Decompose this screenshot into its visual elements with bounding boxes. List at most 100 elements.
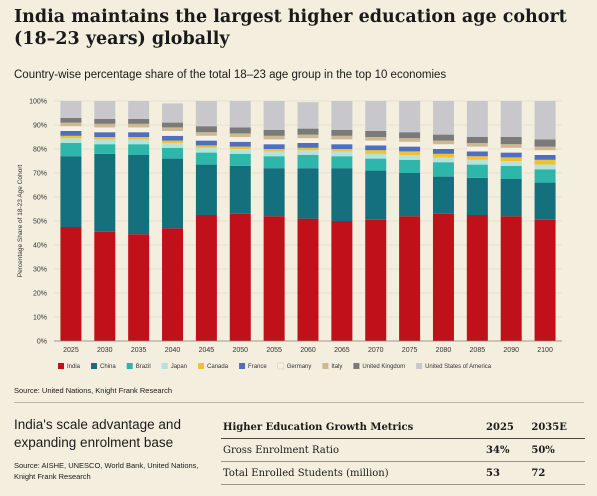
bar-segment-china [534, 182, 556, 220]
bar-segment-france [534, 155, 556, 160]
bar-segment-japan [534, 164, 556, 170]
legend-swatch [322, 363, 329, 369]
bar-segment-united-kingdom [162, 122, 184, 128]
x-tick-label: 2085 [470, 347, 486, 354]
y-tick-label: 0% [37, 339, 47, 346]
legend-label: Japan [171, 364, 187, 370]
bar-segment-italy [365, 137, 387, 141]
bar-segment-italy [500, 144, 522, 148]
bar-segment-germany [195, 135, 217, 141]
y-tick-label: 100% [29, 99, 47, 106]
bar-segment-china [162, 158, 184, 229]
metric-value-2035e: 50% [529, 438, 585, 462]
legend-swatch [416, 363, 423, 369]
legend-swatch [277, 362, 284, 370]
bar-segment-germany [263, 139, 285, 145]
x-tick-label: 2090 [503, 347, 519, 354]
bar-segment-united-states-of-america [297, 102, 319, 129]
bar-segment-china [229, 165, 251, 214]
bar-segment-germany [297, 138, 319, 143]
bar-segment-canada [229, 146, 251, 149]
legend-label: Brazil [136, 364, 151, 370]
bar-segment-china [195, 164, 217, 215]
x-tick-label: 2025 [63, 347, 79, 354]
bar-segment-united-states-of-america [331, 101, 353, 130]
table-row: Total Enrolled Students (million) 53 72 [221, 461, 585, 485]
bar-segment-japan [162, 143, 184, 148]
bar-segment-canada [466, 156, 488, 160]
bar-segment-italy [60, 122, 82, 127]
bar-segment-united-states-of-america [534, 101, 556, 140]
y-tick-label: 40% [33, 243, 47, 250]
bar-segment-united-states-of-america [94, 101, 116, 119]
bar-segment-canada [263, 149, 285, 152]
bar-segment-india [500, 216, 522, 341]
bar-segment-france [365, 145, 387, 151]
bar-segment-india [162, 228, 184, 341]
bar-segment-japan [297, 150, 319, 155]
legend-swatch [161, 363, 168, 369]
metric-value-2025: 34% [484, 438, 530, 462]
bar-segment-japan [500, 161, 522, 166]
bar-segment-japan [399, 155, 421, 160]
bar-segment-japan [331, 151, 353, 157]
x-tick-label: 2070 [368, 347, 384, 354]
metrics-header-row: Higher Education Growth Metrics 2025 203… [221, 416, 585, 439]
bar-segment-india [365, 219, 387, 341]
bar-segment-brazil [94, 144, 116, 154]
bar-segment-brazil [263, 156, 285, 169]
legend-swatch [58, 363, 64, 369]
legend-swatch [353, 363, 360, 369]
bar-segment-china [297, 168, 319, 219]
bar-segment-brazil [60, 143, 82, 157]
legend-swatch [198, 363, 205, 369]
bar-segment-japan [195, 147, 217, 153]
x-tick-label: 2035 [131, 347, 147, 354]
page-title: India maintains the largest higher educa… [14, 7, 567, 49]
bar-segment-united-kingdom [94, 119, 116, 124]
bar-segment-canada [432, 153, 454, 158]
bar-segment-india [94, 231, 116, 341]
bar-segment-italy [534, 146, 556, 151]
bar-segment-india [128, 234, 150, 341]
bar-segment-japan [128, 139, 150, 145]
bar-segment-china [365, 170, 387, 220]
bar-segment-germany [432, 144, 454, 149]
bar-segment-united-states-of-america [399, 101, 421, 133]
x-tick-label: 2040 [165, 347, 181, 354]
y-tick-label: 20% [33, 291, 47, 298]
legend-label: United Kingdom [362, 364, 405, 370]
y-tick-label: 60% [33, 195, 47, 202]
metric-label: Gross Enrolment Ratio [221, 438, 485, 462]
side-source: Source: AISHE, UNESCO, World Bank, Unite… [14, 461, 199, 481]
x-tick-label: 2045 [199, 347, 215, 354]
bar-segment-united-states-of-america [365, 101, 387, 131]
y-tick-label: 80% [33, 147, 47, 154]
bar-segment-italy [399, 138, 421, 142]
metrics-header-2025: 2025 [484, 416, 530, 439]
bar-segment-germany [399, 141, 421, 147]
legend-label: United States of America [425, 364, 492, 370]
metrics-header-metric: Higher Education Growth Metrics [221, 416, 485, 439]
bar-segment-india [466, 215, 488, 341]
bar-segment-italy [94, 123, 116, 128]
metric-label: Total Enrolled Students (million) [221, 461, 485, 485]
bar-segment-china [432, 176, 454, 214]
bar-segment-china [60, 156, 82, 227]
legend-swatch [126, 363, 133, 369]
x-tick-label: 2065 [334, 347, 350, 354]
legend-label: Italy [331, 364, 342, 370]
bar-segment-united-kingdom [500, 137, 522, 145]
x-tick-label: 2080 [436, 347, 452, 354]
x-tick-label: 2060 [300, 347, 316, 354]
bar-segment-united-kingdom [534, 139, 556, 147]
bar-segment-canada [162, 140, 184, 143]
y-tick-label: 10% [33, 315, 47, 322]
bar-segment-united-kingdom [399, 132, 421, 139]
bar-segment-canada [94, 137, 116, 140]
x-tick-label: 2050 [232, 347, 248, 354]
bar-segment-brazil [162, 147, 184, 159]
bar-segment-united-states-of-america [466, 101, 488, 137]
bar-segment-italy [297, 134, 319, 139]
y-tick-label: 90% [33, 123, 47, 130]
